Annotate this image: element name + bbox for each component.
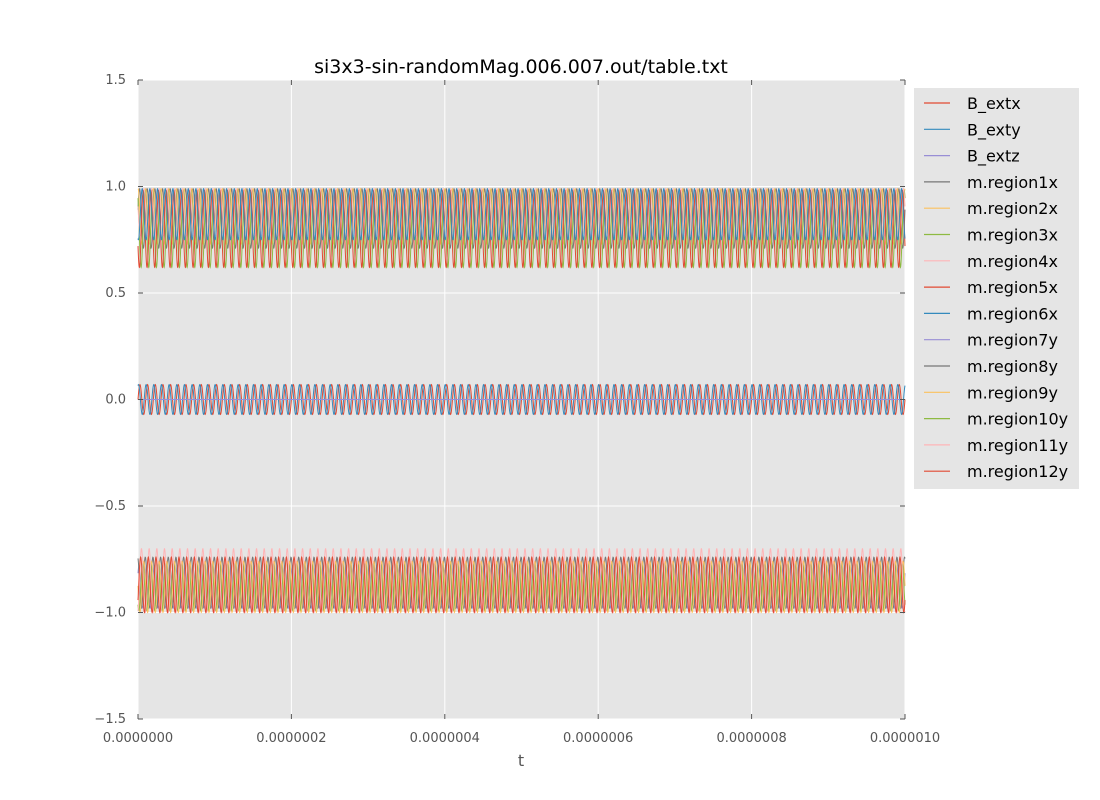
legend-entry-label: m.region5x bbox=[967, 278, 1058, 297]
legend-entry-label: B_exty bbox=[967, 120, 1021, 140]
y-tick-label: −1.5 bbox=[94, 712, 126, 727]
y-tick-label: 0.5 bbox=[105, 286, 126, 301]
x-tick-label: 0.0000004 bbox=[410, 731, 480, 746]
series-line-b-exty bbox=[137, 383, 906, 416]
legend-entry-label: m.region4x bbox=[967, 252, 1058, 271]
legend-entry-label: m.region10y bbox=[967, 410, 1068, 429]
legend-entry-label: m.region2x bbox=[967, 199, 1058, 218]
y-tick-label: −1.0 bbox=[94, 606, 126, 621]
series-line-m-region12y bbox=[137, 555, 906, 614]
series-line-m-region6x bbox=[137, 188, 906, 241]
legend-entry-label: m.region9y bbox=[967, 383, 1058, 402]
legend-entry-label: m.region8y bbox=[967, 357, 1058, 376]
x-tick-label: 0.0000006 bbox=[563, 731, 633, 746]
axis-ticks: 0.0000000 0.0000002 0.0000004 0.0000006 0.00… bbox=[94, 73, 940, 746]
x-tick-label: 0.0000000 bbox=[103, 731, 173, 746]
chart-title: si3x3-sin-randomMag.006.007.out/table.tx… bbox=[314, 56, 728, 78]
legend-entry-label: B_extx bbox=[967, 94, 1021, 114]
x-axis-label: t bbox=[518, 751, 524, 770]
x-tick-label: 0.0000010 bbox=[870, 731, 940, 746]
series-line-m-region7y bbox=[137, 565, 906, 609]
legend: B_extx B_exty B_extz m.region1x m.region2x m.… bbox=[914, 88, 1079, 489]
legend-entry-label: m.region6x bbox=[967, 304, 1058, 323]
x-tick-label: 0.0000002 bbox=[256, 731, 326, 746]
y-tick-label: 1.5 bbox=[105, 73, 126, 88]
legend-entry-label: m.region3x bbox=[967, 226, 1058, 245]
y-tick-label: −0.5 bbox=[94, 499, 126, 514]
legend-entry-label: m.region11y bbox=[967, 436, 1068, 455]
legend-entry-label: B_extz bbox=[967, 147, 1020, 167]
x-tick-label: 0.0000008 bbox=[716, 731, 786, 746]
legend-entry-label: m.region7y bbox=[967, 331, 1058, 350]
series-lines bbox=[137, 187, 906, 614]
legend-entry-label: m.region12y bbox=[967, 462, 1068, 481]
y-tick-label: 1.0 bbox=[105, 180, 126, 195]
legend-entry-label: m.region1x bbox=[967, 173, 1058, 192]
legend-box bbox=[914, 88, 1079, 489]
y-tick-label: 0.0 bbox=[105, 393, 126, 408]
